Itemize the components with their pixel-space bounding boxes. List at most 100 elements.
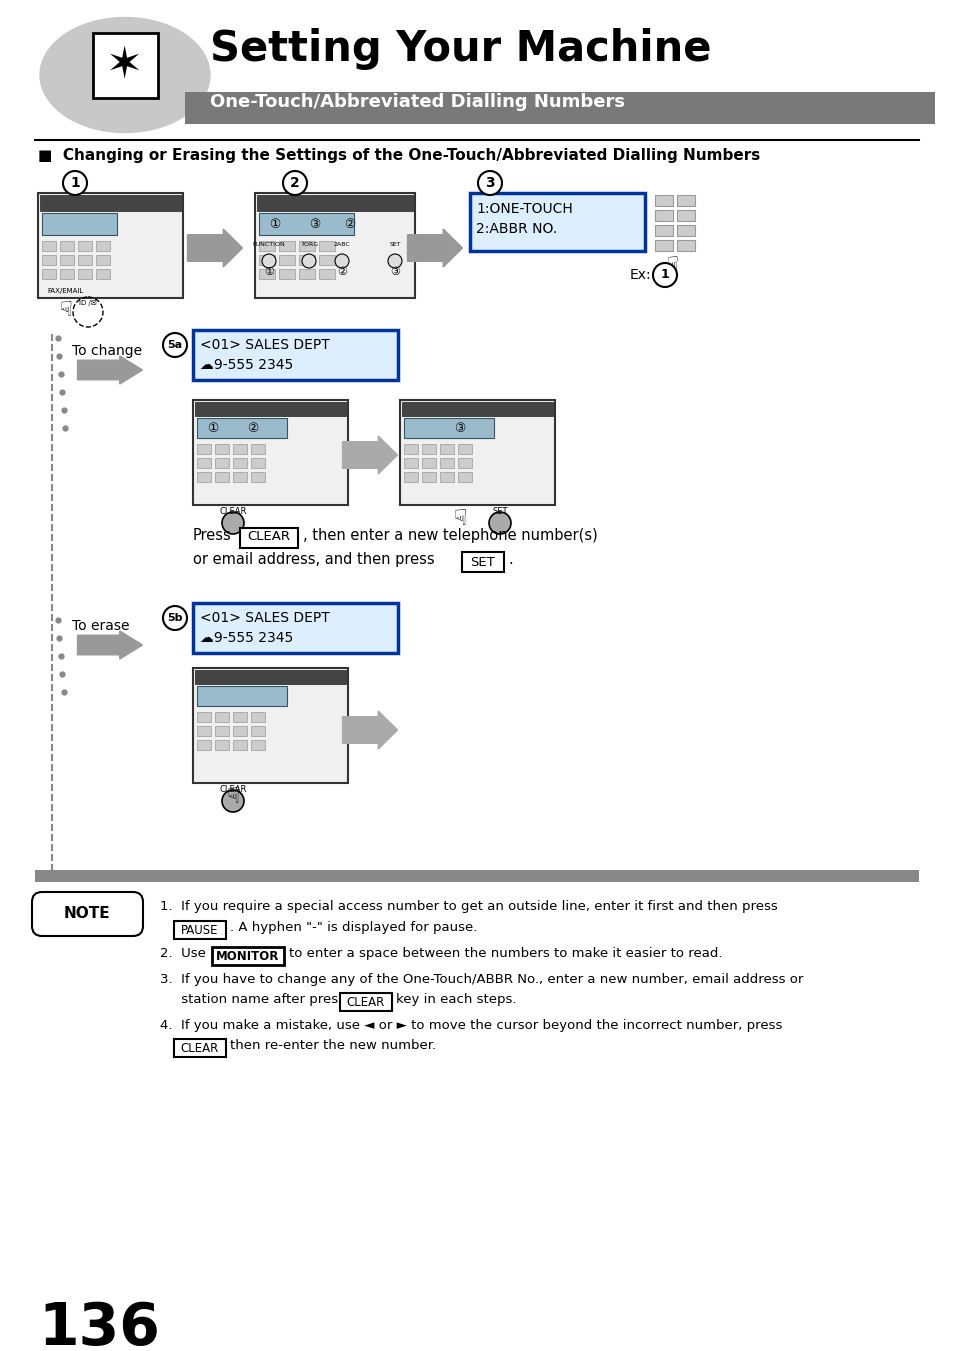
Bar <box>96 269 110 280</box>
Text: ☁9-555 2345: ☁9-555 2345 <box>200 358 293 372</box>
Text: ③: ③ <box>309 218 320 231</box>
Text: PAUSE: PAUSE <box>181 924 218 936</box>
Bar <box>38 193 183 299</box>
Bar <box>92 32 158 99</box>
Bar <box>401 403 553 416</box>
Circle shape <box>222 512 244 534</box>
Bar <box>439 471 454 482</box>
Bar <box>194 670 346 684</box>
Text: 3.  If you have to change any of the One-Touch/ABBR No., enter a new number, ema: 3. If you have to change any of the One-… <box>160 973 802 986</box>
Bar <box>193 667 348 784</box>
Text: ②: ② <box>336 267 347 277</box>
Bar <box>318 240 335 251</box>
Circle shape <box>489 512 511 534</box>
Bar <box>194 403 346 416</box>
Circle shape <box>302 254 315 267</box>
Text: Press: Press <box>193 528 232 543</box>
Text: FUNCTION: FUNCTION <box>253 242 285 247</box>
Bar <box>40 195 181 211</box>
Text: 136: 136 <box>38 1300 160 1351</box>
Bar <box>233 712 247 721</box>
Bar <box>403 444 417 454</box>
Bar <box>298 240 314 251</box>
Circle shape <box>652 263 677 286</box>
Text: SET: SET <box>492 507 507 516</box>
Bar <box>655 240 672 251</box>
Bar <box>214 712 229 721</box>
Bar <box>399 400 555 505</box>
Bar <box>318 255 335 265</box>
Bar <box>457 471 472 482</box>
Bar <box>655 226 672 236</box>
Bar <box>318 269 335 280</box>
Text: CLEAR: CLEAR <box>181 1042 219 1055</box>
Text: To erase: To erase <box>71 619 130 634</box>
Text: 4.  If you make a mistake, use ◄ or ► to move the cursor beyond the incorrect nu: 4. If you make a mistake, use ◄ or ► to … <box>160 1019 781 1032</box>
Bar <box>298 269 314 280</box>
Bar <box>421 471 436 482</box>
Bar <box>193 400 348 505</box>
Bar <box>42 269 56 280</box>
Bar <box>421 458 436 467</box>
Bar <box>339 993 392 1011</box>
Bar <box>96 240 110 251</box>
Bar <box>233 471 247 482</box>
Circle shape <box>262 254 275 267</box>
Bar <box>233 458 247 467</box>
Text: 1:ONE-TOUCH: 1:ONE-TOUCH <box>476 203 572 216</box>
Text: Ex:: Ex: <box>629 267 651 282</box>
Bar <box>278 240 294 251</box>
Bar <box>461 553 503 571</box>
Text: 5b: 5b <box>167 613 183 623</box>
Bar <box>403 458 417 467</box>
Text: 2:ABBR NO.: 2:ABBR NO. <box>476 222 557 236</box>
Circle shape <box>222 790 244 812</box>
Text: 5a: 5a <box>168 340 182 350</box>
Text: FAX/EMAIL: FAX/EMAIL <box>48 288 84 295</box>
Bar <box>196 417 287 438</box>
Text: ③: ③ <box>390 267 399 277</box>
Polygon shape <box>407 230 462 267</box>
Text: NOTE: NOTE <box>64 907 111 921</box>
Text: CLEAR: CLEAR <box>219 785 247 794</box>
Bar <box>258 269 274 280</box>
Text: Setting Your Machine: Setting Your Machine <box>210 28 711 70</box>
Bar <box>655 209 672 222</box>
Bar <box>251 740 265 750</box>
Circle shape <box>335 254 349 267</box>
Text: .: . <box>507 553 512 567</box>
Text: SET: SET <box>470 555 495 569</box>
Bar <box>196 444 211 454</box>
Text: CLEAR: CLEAR <box>247 531 291 543</box>
Text: To change: To change <box>71 345 142 358</box>
FancyBboxPatch shape <box>32 892 143 936</box>
Bar <box>677 226 695 236</box>
Bar <box>251 471 265 482</box>
Text: ①: ① <box>264 267 274 277</box>
Bar <box>457 444 472 454</box>
Polygon shape <box>188 230 242 267</box>
Text: ②: ② <box>247 422 258 435</box>
Text: then re-enter the new number.: then re-enter the new number. <box>230 1039 436 1052</box>
Polygon shape <box>77 631 142 659</box>
Text: ✶: ✶ <box>107 45 144 88</box>
Bar <box>42 255 56 265</box>
Bar <box>173 1039 226 1056</box>
Bar <box>60 269 74 280</box>
Bar <box>42 213 117 235</box>
Text: key in each steps.: key in each steps. <box>395 993 516 1006</box>
Bar <box>254 193 415 299</box>
Text: CLEAR: CLEAR <box>219 507 247 516</box>
Text: , then enter a new telephone number(s): , then enter a new telephone number(s) <box>303 528 598 543</box>
Bar <box>42 240 56 251</box>
Text: ☟: ☟ <box>453 509 466 530</box>
Text: 2.  Use: 2. Use <box>160 947 206 961</box>
Bar <box>251 458 265 467</box>
Polygon shape <box>342 436 397 474</box>
Text: or email address, and then press: or email address, and then press <box>193 553 435 567</box>
Bar <box>258 213 354 235</box>
Bar <box>35 870 918 882</box>
Bar <box>196 458 211 467</box>
Polygon shape <box>77 357 142 384</box>
Bar <box>196 686 287 707</box>
